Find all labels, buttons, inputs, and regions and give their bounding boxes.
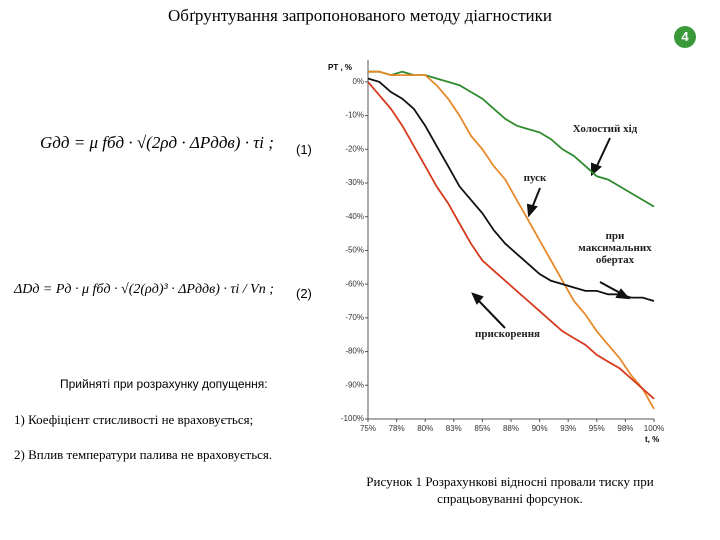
y-axis-label: PT , % — [328, 63, 352, 72]
x-axis-label: t, % — [645, 435, 659, 444]
y-tick-label: -30% — [345, 178, 364, 187]
y-tick-label: -80% — [345, 347, 364, 356]
x-tick-label: 95% — [589, 424, 605, 433]
series-line — [367, 81, 655, 400]
figure-caption: Рисунок 1 Розрахункові відносні провали … — [366, 474, 654, 506]
y-tick-label: -50% — [345, 246, 364, 255]
x-tick-label: 93% — [560, 424, 576, 433]
formula: ΔDд = Pд · μ fбд · √(2(ρд)³ · ΔPддв) · τ… — [14, 282, 274, 297]
series-annotation: при максимальних обертах — [578, 230, 652, 266]
formula: Gдд = μ fбд · √(2ρд · ΔPддв) · τi ; — [40, 133, 274, 152]
y-tick-label: -90% — [345, 380, 364, 389]
series-line — [367, 77, 655, 302]
x-tick-label: 88% — [503, 424, 519, 433]
assumption: 1) Коефіцієнт стисливості не враховуєтьс… — [14, 412, 254, 427]
series-annotation: пуск — [523, 172, 547, 184]
series-annotation: Холостий хід — [572, 123, 638, 135]
series-annotation: прискорення — [475, 328, 540, 340]
y-tick-label: -100% — [341, 414, 364, 423]
x-tick-label: 75% — [360, 424, 376, 433]
y-tick-label: -60% — [345, 279, 364, 288]
x-tick-label: 98% — [617, 424, 633, 433]
equation-number: (1) — [296, 142, 312, 157]
x-tick-label: 78% — [389, 424, 405, 433]
assumption: 2) Вплив температури палива не враховуєт… — [14, 447, 273, 462]
y-tick-label: -10% — [345, 111, 364, 120]
x-tick-label: 83% — [446, 424, 462, 433]
y-tick-label: -70% — [345, 313, 364, 322]
series-line — [368, 70, 655, 410]
y-tick-label: -40% — [345, 212, 364, 221]
slide-number: 4 — [674, 26, 696, 48]
x-tick-label: 90% — [532, 424, 548, 433]
x-tick-label: 85% — [474, 424, 490, 433]
assumptions-heading: Прийняті при розрахунку допущення: — [60, 377, 268, 391]
x-tick-label: 100% — [644, 424, 664, 433]
slide-title: Обґрунтування запропонованого методу діа… — [168, 6, 552, 25]
x-tick-label: 80% — [417, 424, 433, 433]
arrows — [471, 137, 631, 329]
y-tick-label: 0% — [352, 77, 364, 86]
equation-number: (2) — [296, 286, 312, 301]
y-tick-label: -20% — [345, 144, 364, 153]
